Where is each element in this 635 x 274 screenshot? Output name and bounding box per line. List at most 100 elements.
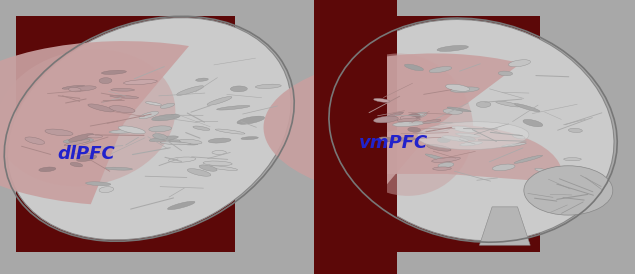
Ellipse shape xyxy=(168,140,198,145)
Ellipse shape xyxy=(152,134,167,139)
Ellipse shape xyxy=(86,182,110,186)
Ellipse shape xyxy=(62,85,84,89)
Ellipse shape xyxy=(425,154,450,162)
Ellipse shape xyxy=(212,150,226,154)
Ellipse shape xyxy=(523,119,543,127)
Ellipse shape xyxy=(450,87,479,92)
Ellipse shape xyxy=(514,155,542,163)
Ellipse shape xyxy=(237,116,265,124)
Ellipse shape xyxy=(535,168,552,173)
Ellipse shape xyxy=(0,50,175,186)
Ellipse shape xyxy=(498,71,512,76)
Ellipse shape xyxy=(443,136,469,141)
Ellipse shape xyxy=(70,162,83,167)
Ellipse shape xyxy=(392,121,425,126)
Ellipse shape xyxy=(514,104,540,112)
Ellipse shape xyxy=(373,98,390,102)
Ellipse shape xyxy=(446,84,470,91)
Ellipse shape xyxy=(139,112,159,119)
Ellipse shape xyxy=(502,143,526,147)
Ellipse shape xyxy=(69,87,81,92)
Ellipse shape xyxy=(64,140,90,146)
Ellipse shape xyxy=(111,89,135,91)
Ellipse shape xyxy=(509,60,530,67)
Ellipse shape xyxy=(160,142,190,145)
Ellipse shape xyxy=(400,116,417,121)
Ellipse shape xyxy=(443,109,463,114)
Bar xyxy=(314,0,387,274)
Ellipse shape xyxy=(196,78,208,81)
Ellipse shape xyxy=(187,169,211,176)
Ellipse shape xyxy=(168,157,196,162)
Ellipse shape xyxy=(123,80,157,85)
Ellipse shape xyxy=(110,95,138,98)
Ellipse shape xyxy=(8,18,291,240)
Ellipse shape xyxy=(378,137,395,142)
Ellipse shape xyxy=(460,136,476,140)
Ellipse shape xyxy=(460,142,483,146)
Ellipse shape xyxy=(69,134,94,141)
Ellipse shape xyxy=(426,127,450,132)
Ellipse shape xyxy=(99,78,112,84)
Text: dlPFC: dlPFC xyxy=(57,145,115,163)
Ellipse shape xyxy=(168,201,195,210)
Ellipse shape xyxy=(432,157,460,162)
Ellipse shape xyxy=(568,128,582,133)
Ellipse shape xyxy=(437,45,469,52)
Ellipse shape xyxy=(410,112,427,119)
Ellipse shape xyxy=(45,129,73,136)
Ellipse shape xyxy=(438,162,454,168)
Ellipse shape xyxy=(77,155,97,161)
Ellipse shape xyxy=(88,104,114,112)
Bar xyxy=(321,16,540,252)
Ellipse shape xyxy=(199,165,217,171)
Ellipse shape xyxy=(397,118,420,122)
Ellipse shape xyxy=(231,86,247,92)
Polygon shape xyxy=(479,207,530,245)
Text: vmPFC: vmPFC xyxy=(359,134,428,152)
Ellipse shape xyxy=(160,103,175,108)
Ellipse shape xyxy=(447,107,471,112)
Ellipse shape xyxy=(180,139,202,144)
Ellipse shape xyxy=(385,112,403,118)
Ellipse shape xyxy=(71,86,96,91)
Ellipse shape xyxy=(476,101,491,107)
Ellipse shape xyxy=(332,19,614,241)
Ellipse shape xyxy=(512,134,525,139)
Ellipse shape xyxy=(564,158,581,161)
Ellipse shape xyxy=(109,129,141,133)
Ellipse shape xyxy=(373,116,398,123)
Ellipse shape xyxy=(105,167,133,170)
Ellipse shape xyxy=(404,64,424,71)
Ellipse shape xyxy=(417,122,529,150)
Bar xyxy=(16,16,235,252)
Ellipse shape xyxy=(427,144,451,151)
Ellipse shape xyxy=(149,126,171,132)
Ellipse shape xyxy=(495,101,521,107)
Wedge shape xyxy=(0,41,189,204)
Ellipse shape xyxy=(102,70,126,74)
Ellipse shape xyxy=(524,166,613,215)
Ellipse shape xyxy=(217,105,250,110)
Ellipse shape xyxy=(177,86,204,95)
Ellipse shape xyxy=(384,138,417,141)
Ellipse shape xyxy=(109,105,135,113)
Ellipse shape xyxy=(207,96,232,105)
Ellipse shape xyxy=(118,126,145,134)
Ellipse shape xyxy=(432,167,451,170)
Bar xyxy=(314,0,397,274)
Ellipse shape xyxy=(215,129,245,134)
Ellipse shape xyxy=(492,164,515,171)
Ellipse shape xyxy=(209,166,237,170)
Ellipse shape xyxy=(149,136,178,142)
Ellipse shape xyxy=(193,126,210,130)
Ellipse shape xyxy=(241,137,258,140)
Ellipse shape xyxy=(152,114,180,121)
Ellipse shape xyxy=(39,167,56,172)
Ellipse shape xyxy=(145,102,161,105)
Ellipse shape xyxy=(408,114,420,119)
Ellipse shape xyxy=(452,126,476,132)
Ellipse shape xyxy=(25,137,44,144)
Ellipse shape xyxy=(64,138,93,143)
Ellipse shape xyxy=(438,137,450,143)
